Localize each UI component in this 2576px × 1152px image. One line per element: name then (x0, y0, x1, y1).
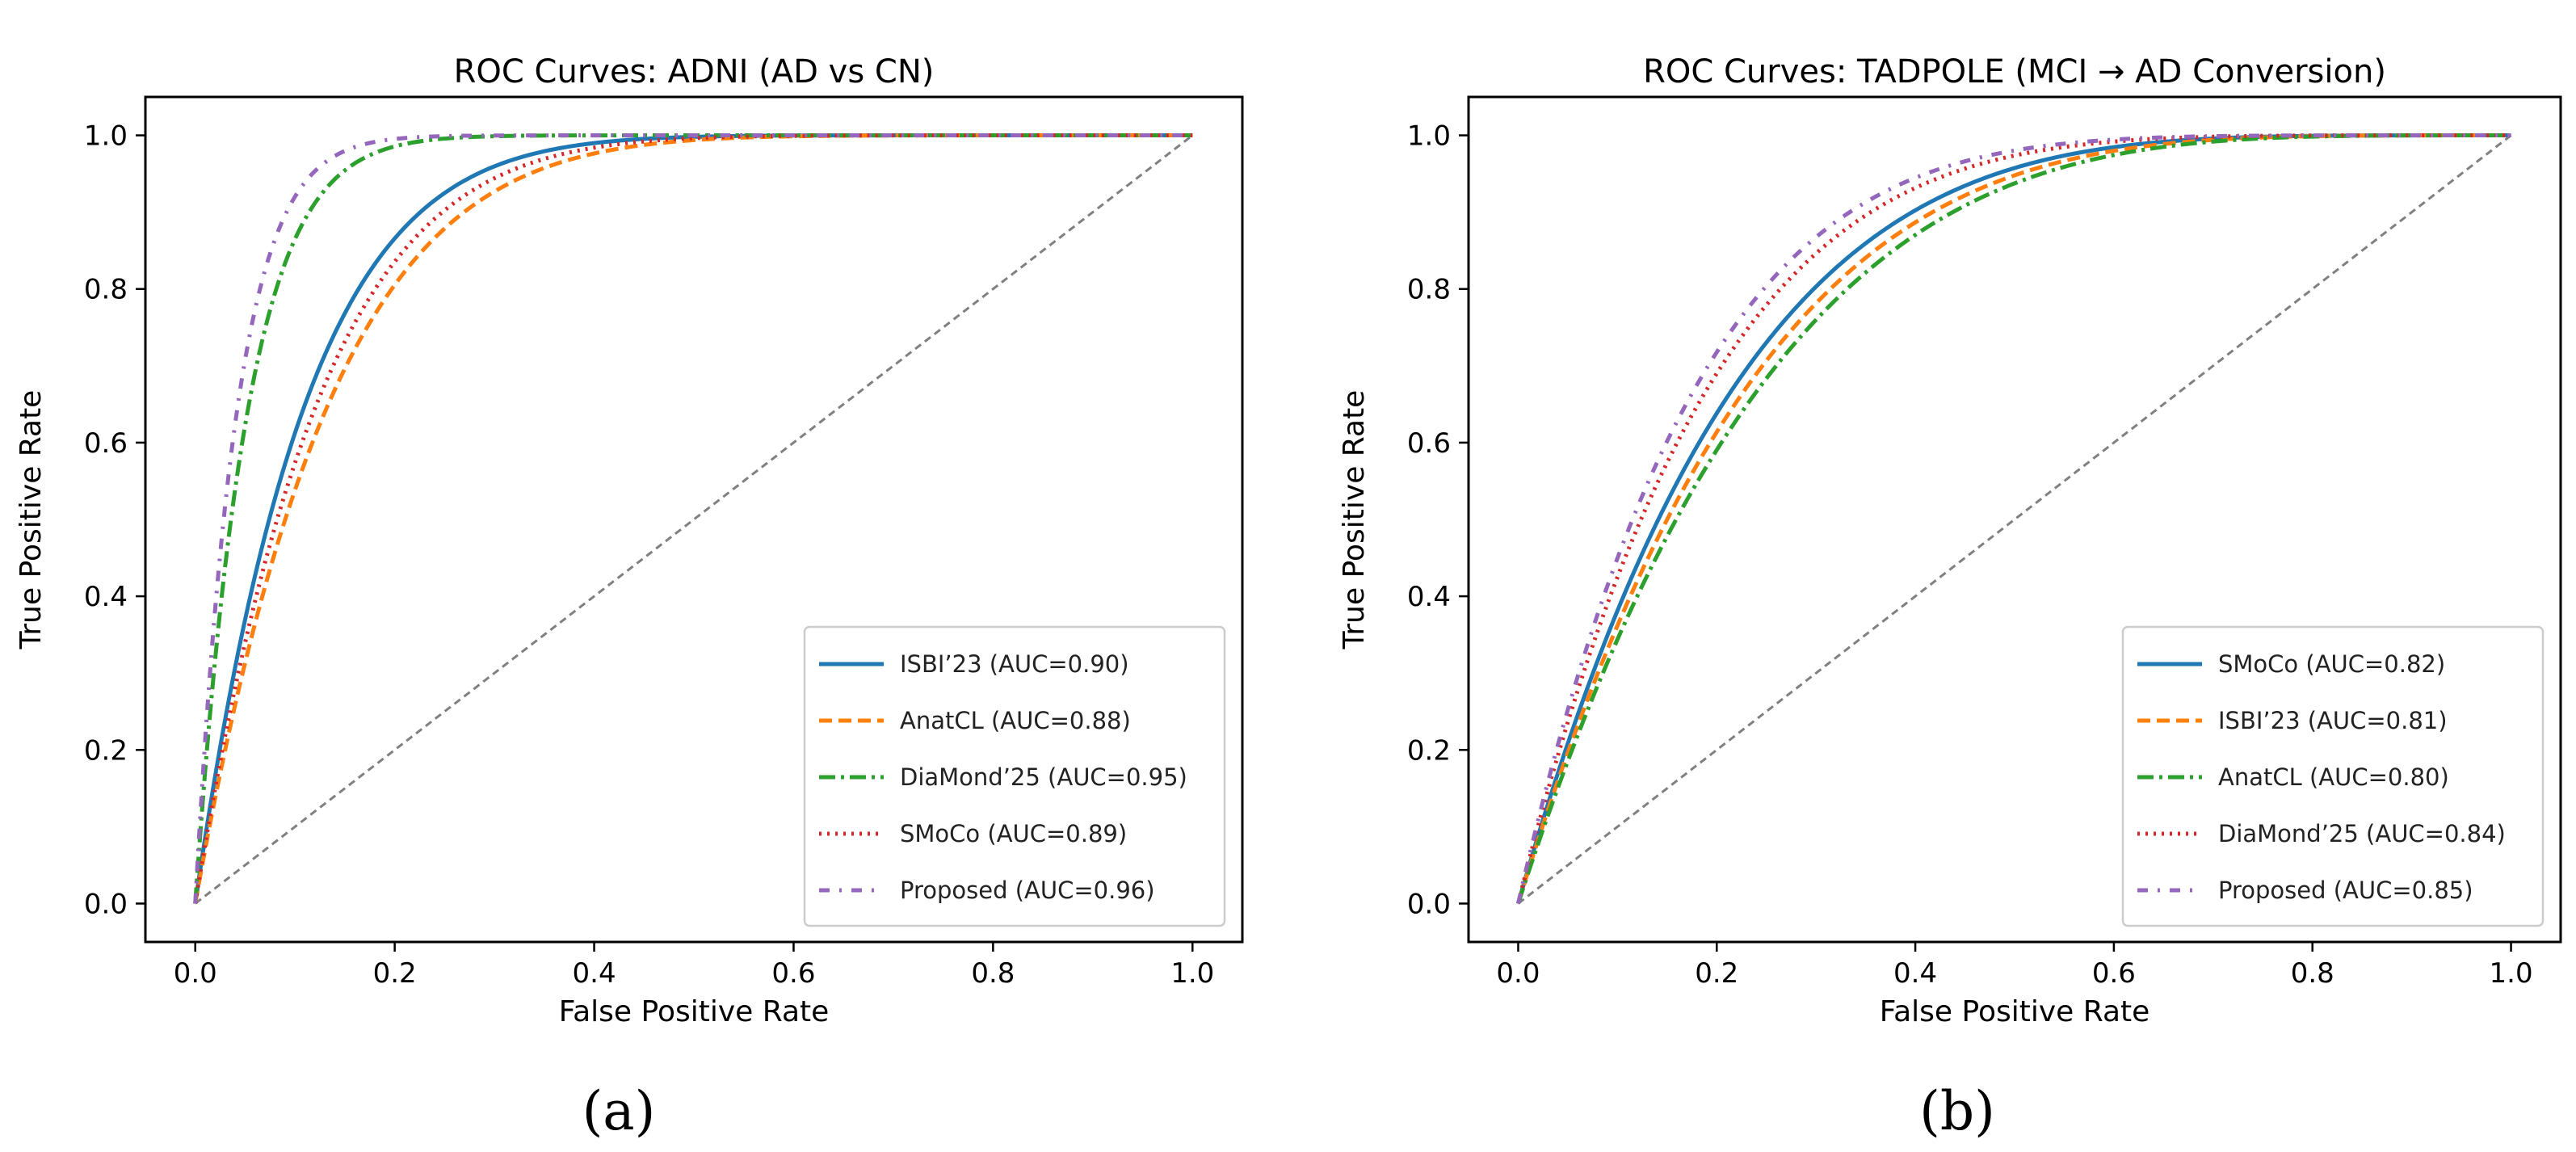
roc-curve-5 (1516, 133, 2511, 905)
roc-curve-2 (193, 133, 1193, 904)
legend-box (803, 625, 1226, 927)
x-tick-label: 0.0 (174, 957, 217, 990)
roc-curve-4 (1516, 133, 2511, 905)
chance-line (194, 134, 1194, 905)
y-tick-label: 0.4 (84, 581, 128, 613)
axes-frame (1467, 95, 2562, 944)
legend-entry: AnatCL (AUC=0.80) (2218, 763, 2449, 791)
y-tick-label: 0.6 (1407, 427, 1451, 460)
y-tick-label: 0.4 (1407, 581, 1451, 613)
x-tick-label: 0.6 (2092, 957, 2136, 990)
legend-entry: Proposed (AUC=0.85) (2218, 877, 2473, 904)
panel-label: (b) (1919, 1080, 1995, 1142)
roc-panel-2: ROC Curves: TADPOLE (MCI → AD Conversion… (1338, 53, 2562, 1142)
legend-entry: SMoCo (AUC=0.89) (900, 820, 1127, 847)
x-tick-label: 0.4 (573, 957, 616, 990)
axes-frame (144, 95, 1244, 944)
y-tick-label: 0.0 (84, 888, 128, 920)
chance-line (1517, 134, 2512, 905)
panel-label: (a) (582, 1080, 656, 1142)
legend: SMoCo (AUC=0.82) ISBI’23 (AUC=0.81) AnatCL… (2121, 625, 2544, 927)
x-tick-label: 0.8 (971, 957, 1015, 990)
y-tick-label: 0.8 (1407, 274, 1451, 306)
x-tick-label: 1.0 (2490, 957, 2533, 990)
legend-entry: DiaMond’25 (AUC=0.95) (900, 763, 1187, 791)
roc-curve-3 (1516, 133, 2511, 905)
x-axis-label: False Positive Rate (1880, 995, 2150, 1028)
y-tick-label: 0.0 (1407, 888, 1451, 920)
y-axis-label: True Positive Rate (1338, 390, 1371, 650)
x-tick-label: 0.2 (373, 957, 417, 990)
roc-curve-5 (193, 133, 1193, 904)
y-tick-label: 0.2 (84, 734, 128, 767)
x-axis-label: False Positive Rate (559, 995, 830, 1028)
x-tick-label: 1.0 (1170, 957, 1214, 990)
y-axis-label: True Positive Rate (15, 390, 48, 650)
roc-panel-1: ROC Curves: ADNI (AD vs CN) 0.0 0.2 0.4 0.6 0… (15, 53, 1244, 1142)
y-tick-label: 0.8 (84, 274, 128, 306)
legend-entry: SMoCo (AUC=0.82) (2218, 650, 2445, 678)
legend-entry: AnatCL (AUC=0.88) (900, 707, 1131, 734)
y-tick-label: 1.0 (84, 120, 128, 153)
legend-entry: Proposed (AUC=0.96) (900, 877, 1155, 904)
chart-title: ROC Curves: TADPOLE (MCI → AD Conversion… (1643, 53, 2386, 90)
legend-entry: DiaMond’25 (AUC=0.84) (2218, 820, 2506, 847)
legend-entry: ISBI’23 (AUC=0.90) (900, 650, 1129, 678)
legend-box (2121, 625, 2544, 927)
x-tick-label: 0.2 (1695, 957, 1738, 990)
y-tick-label: 1.0 (1407, 120, 1451, 153)
y-tick-label: 0.2 (1407, 734, 1451, 767)
x-tick-label: 0.4 (1893, 957, 1937, 990)
chart-title: ROC Curves: ADNI (AD vs CN) (454, 53, 935, 90)
x-tick-label: 0.0 (1496, 957, 1540, 990)
legend-entry: ISBI’23 (AUC=0.81) (2218, 707, 2448, 734)
legend: ISBI’23 (AUC=0.90) AnatCL (AUC=0.88) DiaMo… (803, 625, 1226, 927)
y-tick-label: 0.6 (84, 427, 128, 460)
x-tick-label: 0.8 (2291, 957, 2334, 990)
x-tick-label: 0.6 (771, 957, 815, 990)
